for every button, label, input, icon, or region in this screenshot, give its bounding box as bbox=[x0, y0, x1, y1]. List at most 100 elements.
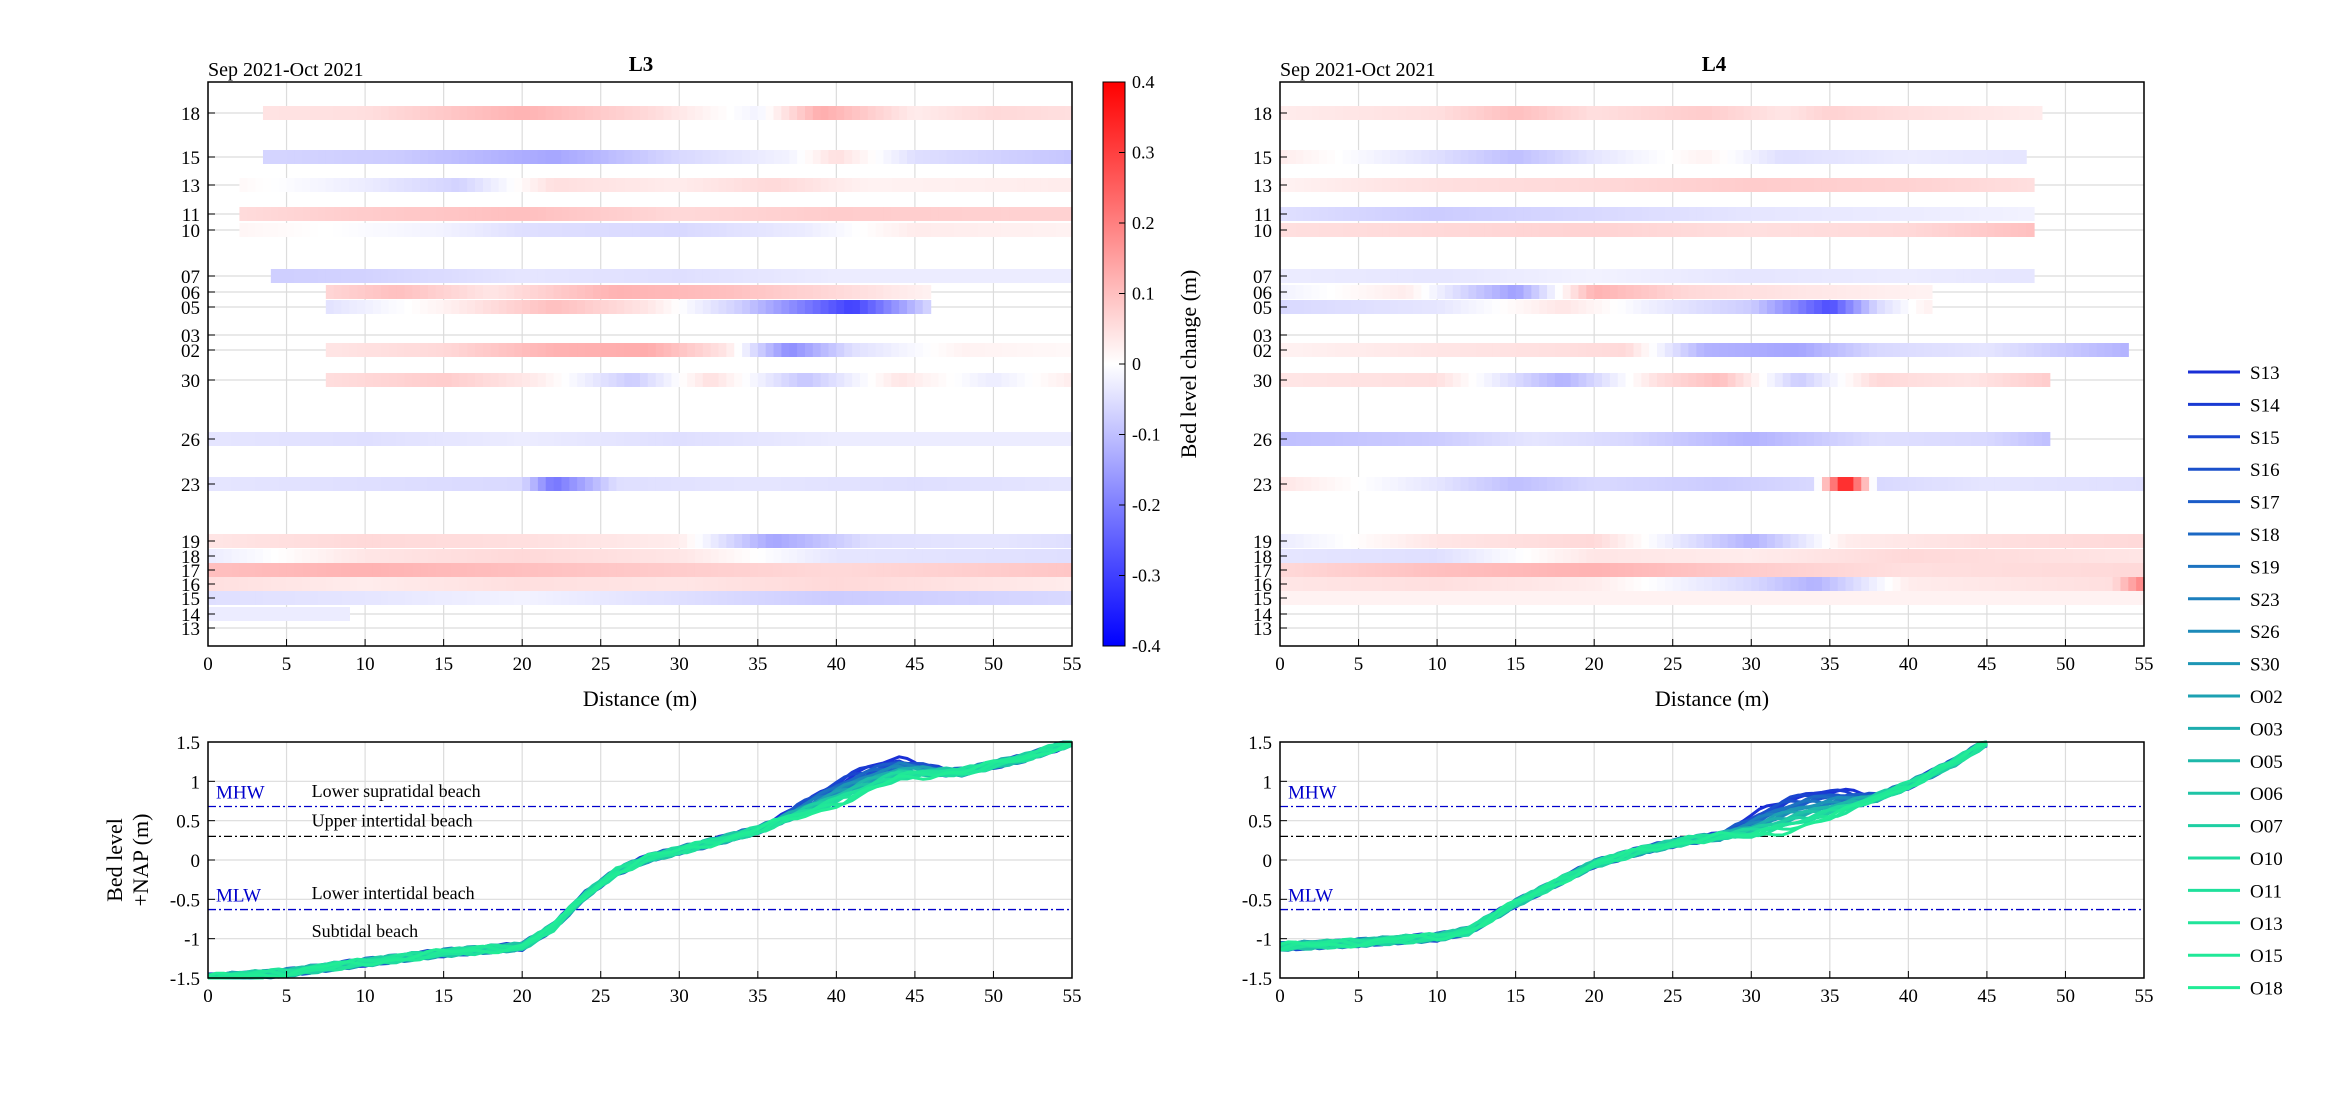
heatmap-cell bbox=[663, 563, 673, 577]
heatmap-cell bbox=[1704, 106, 1713, 120]
heatmap-cell bbox=[475, 577, 484, 591]
heatmap-cell bbox=[1507, 285, 1517, 299]
heatmap-cell bbox=[1460, 269, 1470, 283]
heatmap-cell bbox=[632, 106, 641, 120]
heatmap-cell bbox=[962, 150, 971, 164]
heatmap-cell bbox=[490, 373, 500, 387]
heatmap-cell bbox=[1032, 477, 1042, 491]
heatmap-cell bbox=[553, 432, 563, 446]
heatmap-cell bbox=[710, 269, 720, 283]
heatmap-cell bbox=[1009, 373, 1018, 387]
heatmap-cell bbox=[1327, 300, 1336, 314]
heatmap-cell bbox=[671, 432, 680, 446]
heatmap-cell bbox=[718, 373, 727, 387]
heatmap-cell bbox=[852, 534, 861, 548]
heatmap-cell bbox=[1994, 373, 2004, 387]
heatmap-cell bbox=[388, 477, 398, 491]
heatmap-cell bbox=[844, 285, 853, 299]
heatmap-cell bbox=[1924, 150, 1933, 164]
heatmap-cell bbox=[749, 150, 759, 164]
heatmap-cell bbox=[592, 343, 602, 357]
heatmap-cell bbox=[993, 343, 1002, 357]
heatmap-cell bbox=[561, 534, 570, 548]
heatmap-cell bbox=[388, 432, 398, 446]
legend-label: O13 bbox=[2250, 914, 2283, 935]
heatmap-cell bbox=[310, 549, 319, 563]
heatmap-cell bbox=[1649, 285, 1658, 299]
heatmap-cell bbox=[215, 534, 225, 548]
heatmap-cell bbox=[852, 106, 861, 120]
heatmap-cell bbox=[1649, 343, 1658, 357]
heatmap-cell bbox=[1947, 106, 1957, 120]
heatmap-cell bbox=[1397, 150, 1407, 164]
heatmap-cell bbox=[1570, 106, 1580, 120]
heatmap-cell bbox=[930, 549, 940, 563]
heatmap-cell bbox=[2002, 432, 2012, 446]
heatmap-cell bbox=[1672, 285, 1682, 299]
heatmap-cell bbox=[1979, 477, 1988, 491]
heatmap-cell bbox=[859, 343, 869, 357]
heatmap-cell bbox=[1609, 106, 1619, 120]
heatmap-cell bbox=[1484, 300, 1493, 314]
heatmap-cell bbox=[647, 343, 657, 357]
heatmap-cell bbox=[530, 432, 539, 446]
heatmap-cell bbox=[789, 549, 798, 563]
heatmap-cell bbox=[333, 591, 343, 605]
heatmap-cell bbox=[1617, 300, 1627, 314]
x-tick-label: 30 bbox=[670, 654, 689, 675]
heatmap-cell bbox=[1759, 150, 1768, 164]
colorbar-tick-label: 0.4 bbox=[1132, 72, 1155, 92]
heatmap-cell bbox=[1994, 432, 2004, 446]
heatmap-cell bbox=[1460, 591, 1470, 605]
heatmap-cell bbox=[1719, 223, 1729, 237]
heatmap-cell bbox=[467, 223, 476, 237]
heatmap-cell bbox=[1507, 343, 1517, 357]
heatmap-cell bbox=[742, 285, 751, 299]
heatmap-cell bbox=[993, 150, 1002, 164]
heatmap-cell bbox=[1664, 577, 1674, 591]
heatmap-cell bbox=[1437, 563, 1446, 577]
heatmap-cell bbox=[1531, 269, 1540, 283]
heatmap-cell bbox=[1688, 563, 1697, 577]
heatmap-cell bbox=[1814, 300, 1823, 314]
heatmap-cell bbox=[2010, 577, 2019, 591]
heatmap-cell bbox=[1743, 477, 1752, 491]
heatmap-cell bbox=[1311, 178, 1320, 192]
heatmap-cell bbox=[1366, 477, 1375, 491]
heatmap-cell bbox=[2010, 477, 2019, 491]
heatmap-cell bbox=[1319, 150, 1328, 164]
heatmap-cell bbox=[1861, 178, 1870, 192]
heatmap-cell bbox=[828, 373, 837, 387]
heatmap-cell bbox=[757, 534, 767, 548]
heatmap-cell bbox=[278, 477, 288, 491]
heatmap-cell bbox=[1374, 106, 1383, 120]
heatmap-cell bbox=[1892, 534, 1902, 548]
heatmap-cell bbox=[451, 106, 460, 120]
heatmap-cell bbox=[1837, 477, 1847, 491]
heatmap-cell bbox=[781, 577, 790, 591]
heatmap-cell bbox=[765, 343, 775, 357]
heatmap-cell bbox=[875, 373, 885, 387]
heatmap-cell bbox=[1594, 549, 1603, 563]
heatmap-cell bbox=[1861, 534, 1870, 548]
heatmap-cell bbox=[1287, 269, 1297, 283]
heatmap-cell bbox=[899, 343, 908, 357]
heatmap-cell bbox=[1287, 300, 1297, 314]
heatmap-cell bbox=[679, 549, 688, 563]
heatmap-cell bbox=[467, 207, 476, 221]
heatmap-cell bbox=[427, 477, 437, 491]
heatmap-cell bbox=[1625, 577, 1635, 591]
heatmap-cell bbox=[969, 343, 979, 357]
heatmap-cell bbox=[985, 577, 995, 591]
heatmap-cell bbox=[1032, 432, 1042, 446]
heatmap-cell bbox=[255, 477, 264, 491]
heatmap-cell bbox=[1523, 534, 1532, 548]
heatmap-cell bbox=[1806, 178, 1815, 192]
heatmap-cell bbox=[969, 373, 979, 387]
heatmap-cell bbox=[1287, 563, 1297, 577]
x-tick-label: 30 bbox=[1742, 986, 1761, 1007]
heatmap-cell bbox=[1554, 269, 1564, 283]
heatmap-cell bbox=[341, 207, 350, 221]
heatmap-cell bbox=[1947, 207, 1957, 221]
heatmap-cell bbox=[702, 432, 712, 446]
